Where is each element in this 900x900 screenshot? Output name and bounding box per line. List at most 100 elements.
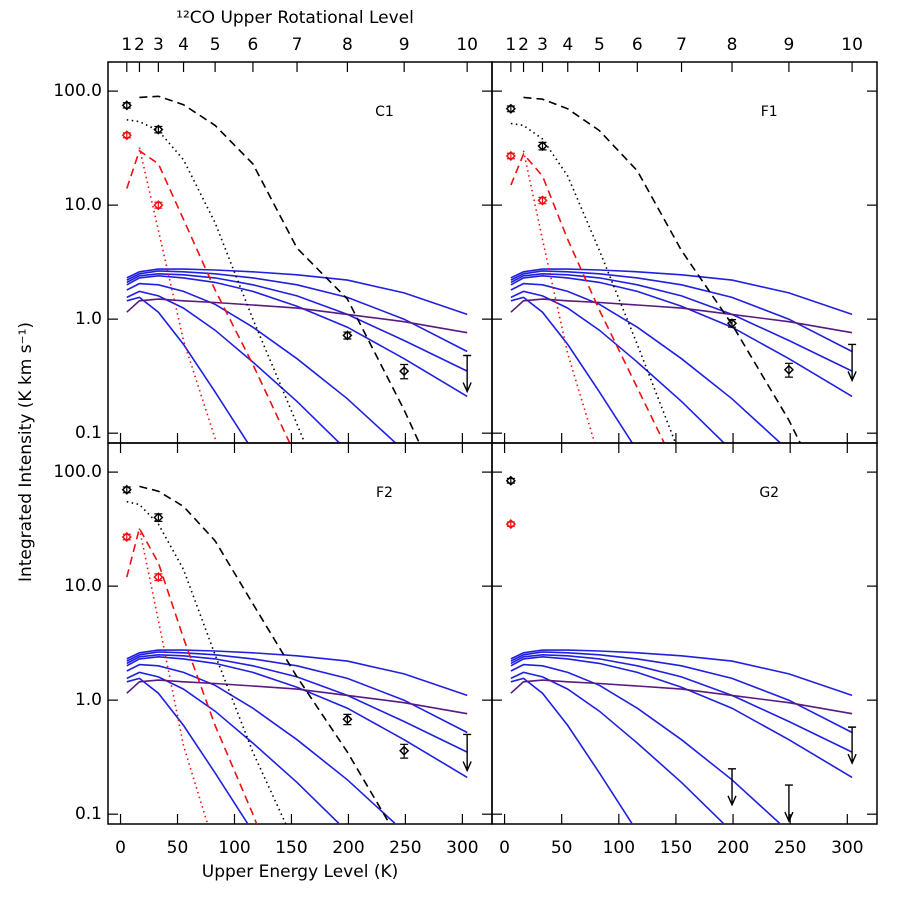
top-axis-label: ¹²CO Upper Rotational Level	[176, 8, 414, 28]
top-tick-label: 5	[210, 35, 221, 55]
y-tick-label: 10.0	[64, 195, 102, 215]
data-point	[121, 531, 132, 543]
model-curve	[126, 671, 341, 824]
model-curve	[126, 282, 397, 443]
model-curve	[510, 282, 782, 443]
top-tick-label: 4	[562, 35, 573, 55]
model-curve	[510, 122, 677, 443]
panel-title: F1	[761, 104, 778, 120]
error-bar	[122, 533, 131, 541]
model-curve	[138, 528, 209, 824]
model-curve	[126, 679, 468, 715]
data-point	[505, 150, 516, 162]
model-curve	[510, 677, 634, 824]
model-curve	[126, 677, 249, 824]
plot-area	[121, 484, 472, 824]
x-tick-label: 250	[774, 838, 806, 858]
model-curve	[510, 651, 853, 734]
model-curve	[126, 651, 468, 734]
top-tick-label: 7	[676, 35, 687, 55]
x-tick-label: 150	[660, 838, 692, 858]
data-point	[342, 330, 353, 341]
data-point	[399, 366, 410, 377]
y-tick-label: 1.0	[75, 309, 102, 329]
x-tick-label: 300	[446, 838, 478, 858]
top-tick-label: 2	[134, 35, 145, 55]
model-curve	[126, 649, 468, 697]
model-curve	[139, 485, 391, 824]
top-tick-label: 2	[518, 35, 529, 55]
x-tick-label: 100	[603, 838, 635, 858]
model-curve	[510, 296, 634, 443]
top-tick-label: 5	[594, 35, 605, 55]
data-point	[783, 364, 794, 375]
model-curve	[510, 152, 666, 443]
model-curve	[523, 96, 802, 443]
data-point	[505, 103, 516, 114]
y-tick-label: 100.0	[53, 81, 102, 101]
y-tick-label: 0.1	[75, 804, 102, 824]
data-point	[505, 519, 516, 530]
y-tick-label: 10.0	[64, 576, 102, 596]
panel-title: C1	[375, 104, 394, 120]
x-tick-label: 200	[332, 838, 364, 858]
upper-limit	[727, 768, 737, 807]
panel-frame	[491, 61, 878, 444]
error-bar	[122, 486, 131, 494]
top-tick-label: 8	[727, 35, 738, 55]
top-tick-label: 9	[784, 35, 795, 55]
top-tick-label: 3	[153, 35, 164, 55]
data-point	[121, 484, 132, 495]
model-curve	[126, 272, 468, 372]
top-tick-label: 10	[456, 35, 478, 55]
model-curve	[126, 268, 468, 316]
model-curve	[510, 671, 726, 824]
model-curve	[126, 526, 258, 824]
data-point	[153, 200, 164, 211]
data-point	[399, 745, 410, 756]
model-curve	[126, 298, 468, 334]
panel-frame	[107, 61, 493, 444]
top-tick-label: 8	[342, 35, 353, 55]
panel-title: F2	[376, 485, 393, 501]
data-point	[726, 318, 738, 329]
panel-frame	[107, 442, 493, 825]
model-curve	[126, 296, 249, 443]
data-point	[121, 100, 132, 111]
model-curve	[139, 95, 421, 443]
x-tick-label: 300	[831, 838, 863, 858]
plot-area	[505, 96, 857, 443]
x-tick-label: 50	[167, 838, 189, 858]
data-point	[153, 572, 164, 583]
model-curve	[510, 272, 853, 372]
error-bar	[506, 105, 515, 113]
model-curve	[126, 653, 468, 753]
upper-limit	[847, 343, 857, 383]
y-axis-label: Integrated Intensity (K km s⁻¹)	[16, 322, 36, 582]
top-tick-label: 6	[632, 35, 643, 55]
model-curve	[126, 274, 468, 398]
top-tick-label: 3	[537, 35, 548, 55]
top-tick-label: 4	[178, 35, 189, 55]
top-tick-label: 7	[292, 35, 303, 55]
plot-area	[505, 475, 857, 824]
data-point	[121, 130, 132, 141]
model-curve	[126, 290, 341, 443]
upper-limit	[462, 354, 472, 394]
data-point	[153, 124, 164, 135]
model-curve	[126, 270, 468, 353]
x-tick-label: 250	[389, 838, 421, 858]
model-curve	[522, 150, 596, 443]
model-curve	[510, 298, 853, 334]
model-curve	[510, 653, 853, 753]
x-tick-label: 0	[115, 838, 126, 858]
x-tick-label: 200	[717, 838, 749, 858]
model-curve	[510, 663, 782, 824]
data-point	[537, 195, 548, 206]
y-tick-label: 100.0	[53, 462, 102, 482]
error-bar	[506, 152, 515, 160]
model-curve	[510, 679, 853, 715]
model-curve	[510, 290, 726, 443]
data-point	[537, 140, 548, 152]
